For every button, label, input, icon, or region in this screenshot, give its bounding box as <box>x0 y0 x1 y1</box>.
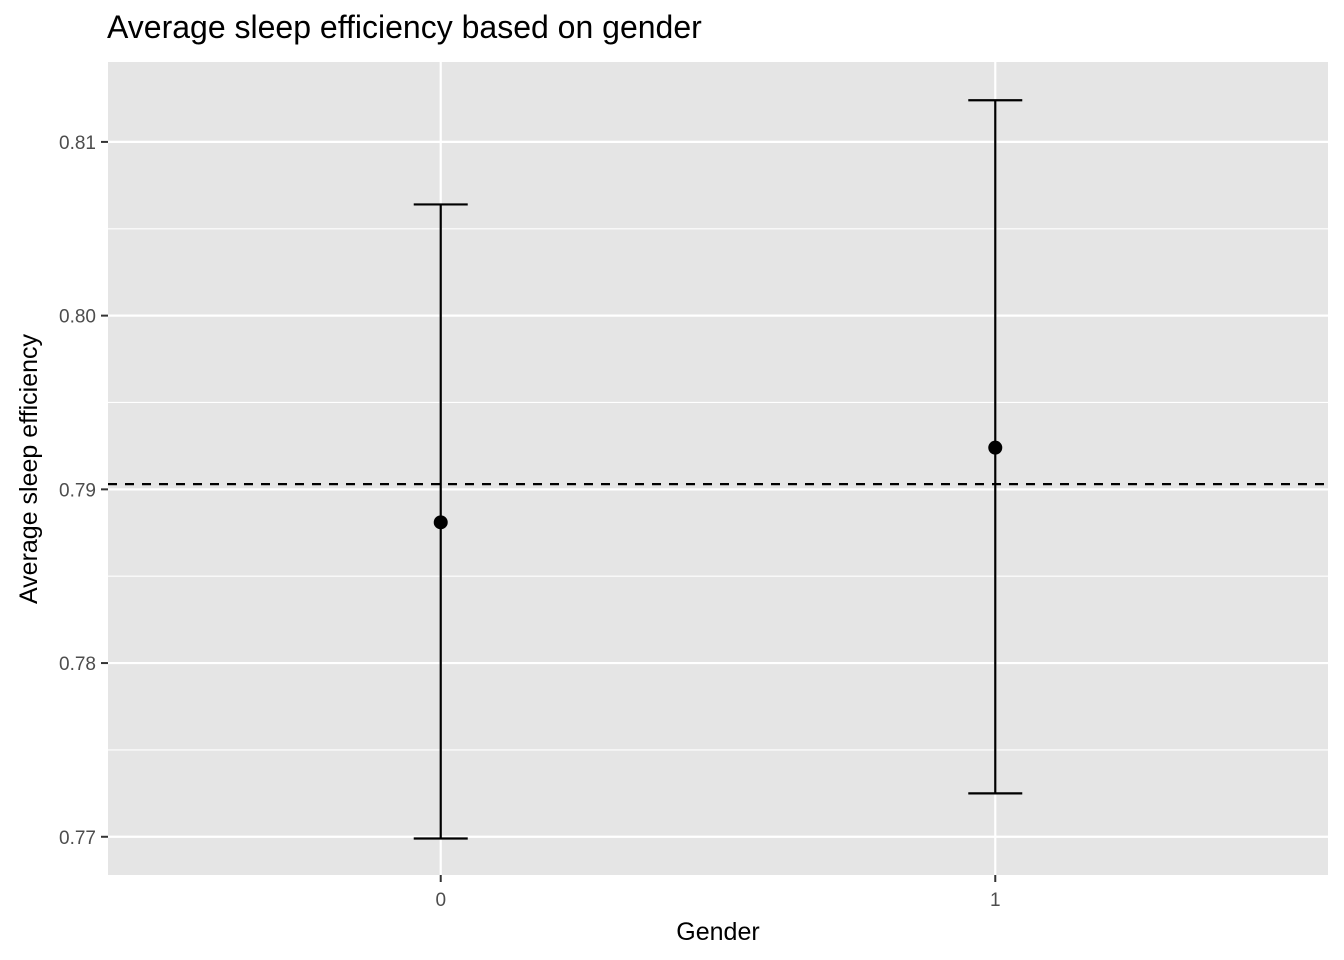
chart-title: Average sleep efficiency based on gender <box>107 9 702 45</box>
minor-gridlines <box>108 228 1328 751</box>
x-tick-label: 0 <box>435 890 446 911</box>
y-axis: 0.77 0.78 0.79 0.80 0.81 <box>59 133 108 849</box>
x-axis-title: Gender <box>676 918 759 946</box>
y-tick-label: 0.80 <box>59 307 96 328</box>
error-bar-marks <box>413 99 1023 840</box>
mean-point-1 <box>988 440 1003 455</box>
y-tick-label: 0.79 <box>59 480 96 501</box>
mean-point-0 <box>433 515 448 530</box>
y-tick-label: 0.81 <box>59 133 96 154</box>
plot-panel <box>108 62 1328 875</box>
y-axis-title: Average sleep efficiency <box>15 333 43 604</box>
y-tick-label: 0.77 <box>59 828 96 849</box>
x-tick-label: 1 <box>990 890 1001 911</box>
y-tick-label: 0.78 <box>59 654 96 675</box>
